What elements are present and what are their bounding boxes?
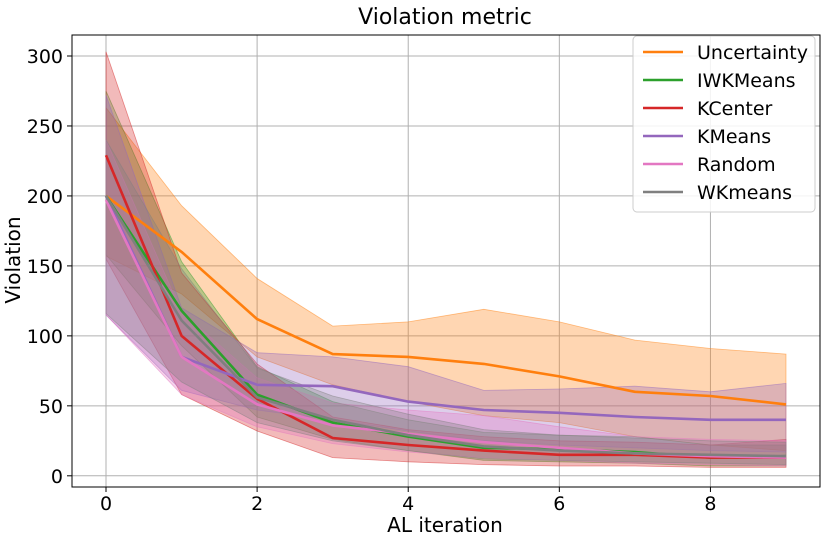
y-tick-label: 200 <box>27 186 63 208</box>
chart-title: Violation metric <box>358 5 532 30</box>
x-tick-label: 0 <box>100 493 112 515</box>
legend-label-kcenter: KCenter <box>697 98 773 120</box>
series-lines <box>104 154 787 459</box>
y-tick-label: 150 <box>27 256 63 278</box>
plot-frame <box>71 34 821 488</box>
uncertainty-line <box>105 194 787 406</box>
x-axis-label: AL iteration <box>387 513 503 537</box>
kcenter-band <box>105 51 787 468</box>
y-tick-label: 50 <box>39 396 63 418</box>
y-tick-label: 0 <box>51 466 63 488</box>
kcenter-line <box>104 154 786 459</box>
y-axis-label: Violation <box>1 216 25 303</box>
x-tick-label: 2 <box>251 493 263 515</box>
wkmeans-band <box>105 138 787 466</box>
legend-label-random: Random <box>697 154 776 176</box>
x-tick-label: 8 <box>704 493 716 515</box>
y-tick-label: 100 <box>27 326 63 348</box>
legend-label-uncertainty: Uncertainty <box>697 42 808 64</box>
x-tick-label: 6 <box>553 493 565 515</box>
legend-label-wkmeans: WKmeans <box>697 182 792 204</box>
legend-label-kmeans: KMeans <box>697 126 771 148</box>
y-tick-label: 300 <box>27 46 63 68</box>
legend-label-iwkmeans: IWKMeans <box>697 70 796 92</box>
y-tick-label: 250 <box>27 116 63 138</box>
kmeans-line <box>104 195 786 422</box>
legend: Uncertainty IWKMeans KCenter KMeans Random WK… <box>632 35 816 213</box>
x-tick-label: 4 <box>402 493 414 515</box>
axis-ticks: 0 2 4 6 8 0 50 100 150 200 250 300 <box>27 46 717 515</box>
wkmeans-line <box>104 195 787 458</box>
